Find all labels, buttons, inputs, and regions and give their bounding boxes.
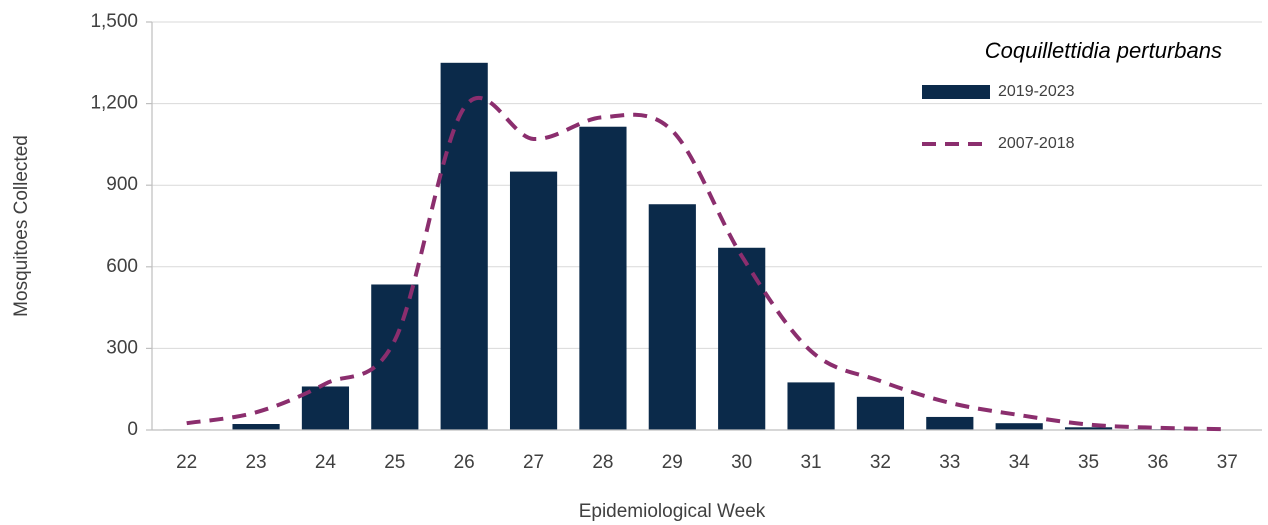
legend-label: 2007-2018 <box>998 135 1075 152</box>
x-tick-label: 28 <box>592 452 613 473</box>
y-tick-label: 300 <box>106 337 138 358</box>
x-tick-label: 36 <box>1147 452 1168 473</box>
x-tick-label: 22 <box>176 452 197 473</box>
bar <box>648 204 696 430</box>
y-tick-label: 600 <box>106 256 138 277</box>
line <box>186 96 1228 432</box>
legend-swatch <box>922 85 990 99</box>
x-tick-label: 23 <box>245 452 266 473</box>
y-tick-label: 1,500 <box>90 11 138 32</box>
x-tick-label: 25 <box>384 452 405 473</box>
bar <box>718 247 766 430</box>
x-tick-label: 37 <box>1217 452 1238 473</box>
bar <box>787 382 835 430</box>
bar <box>440 62 488 431</box>
bar <box>232 424 280 430</box>
x-tick-label: 33 <box>939 452 960 473</box>
x-tick-label: 24 <box>315 452 337 473</box>
legend-label: 2019-2023 <box>998 83 1075 100</box>
bar <box>995 423 1043 430</box>
bar <box>579 126 627 430</box>
x-tick-label: 31 <box>800 452 821 473</box>
x-tick-label: 26 <box>454 452 475 473</box>
y-tick-label: 0 <box>127 419 138 440</box>
bar <box>926 416 974 430</box>
y-axis-label: Mosquitoes Collected <box>11 135 32 317</box>
bar <box>1064 427 1113 430</box>
legend-title: Coquillettidia perturbans <box>985 38 1222 63</box>
x-axis-label: Epidemiological Week <box>579 501 766 522</box>
y-tick-label: 1,200 <box>90 93 138 114</box>
x-tick-label: 32 <box>870 452 891 473</box>
bar <box>856 396 905 430</box>
x-tick-label: 27 <box>523 452 544 473</box>
y-tick-label: 900 <box>106 174 138 195</box>
x-tick-label: 35 <box>1078 452 1099 473</box>
bar <box>509 171 558 430</box>
bar <box>371 284 419 430</box>
x-tick-label: 30 <box>731 452 752 473</box>
x-tick-label: 29 <box>662 452 683 473</box>
x-tick-label: 34 <box>1009 452 1031 473</box>
